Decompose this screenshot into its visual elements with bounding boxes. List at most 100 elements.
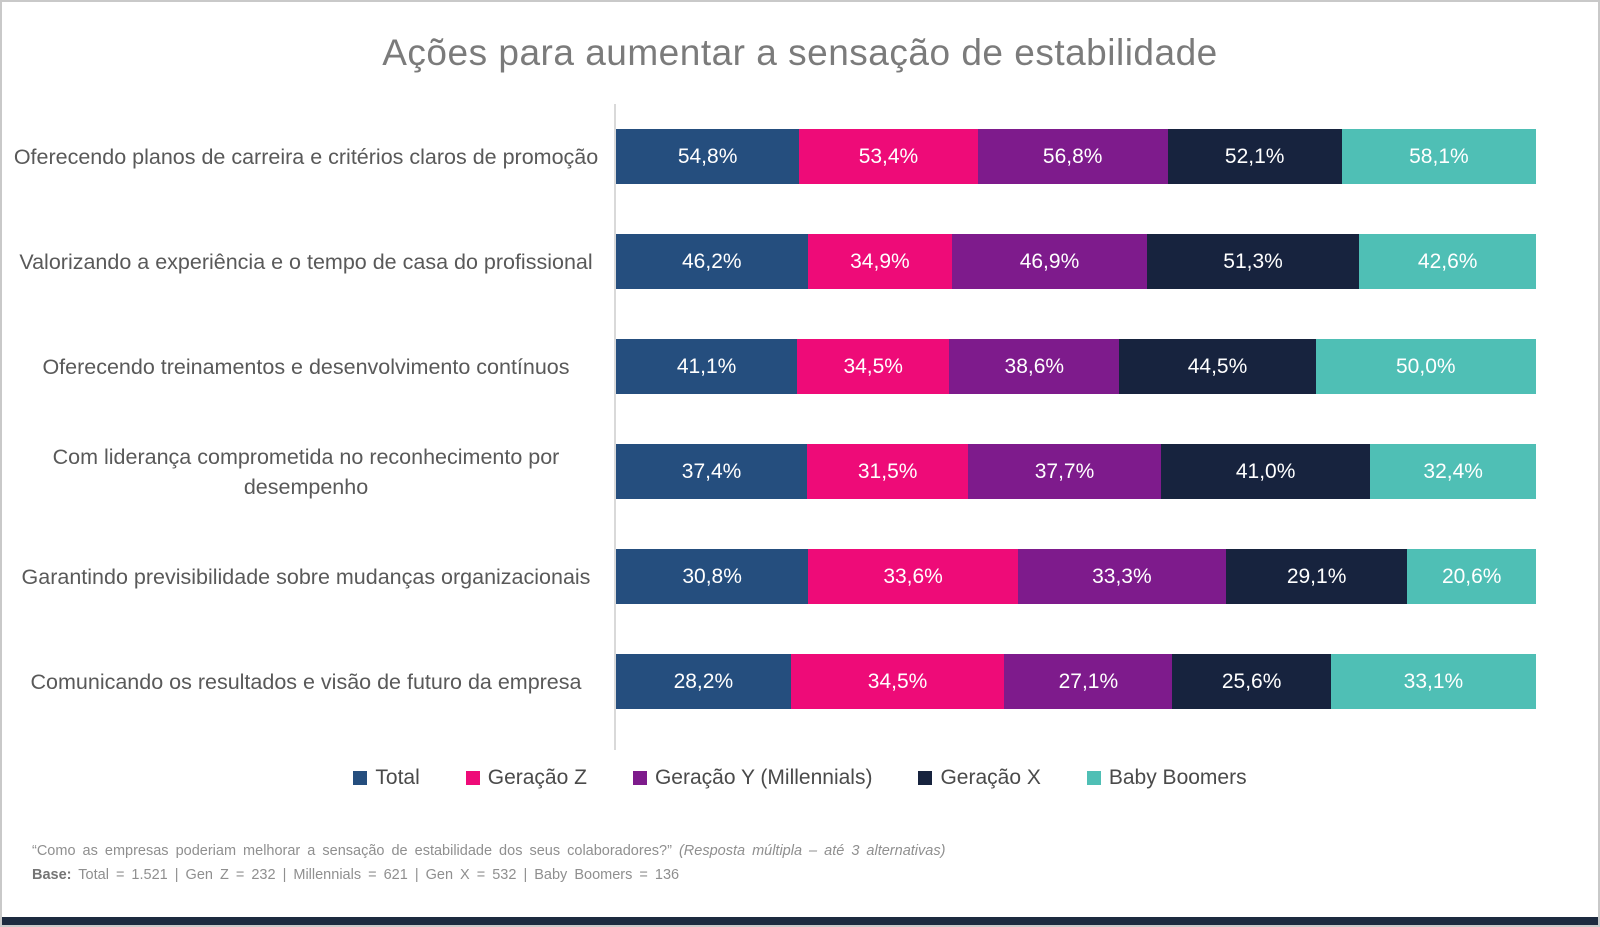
legend-item-gera-o-z: Geração Z <box>465 766 587 790</box>
category-row: Valorizando a experiência e o tempo de c… <box>2 209 1598 314</box>
chart-title: Ações para aumentar a sensação de estabi… <box>382 32 1218 73</box>
category-row: Garantindo previsibilidade sobre mudança… <box>2 524 1598 629</box>
stacked-bar: 30,8% 33,6% 33,3% 29,1% 20,6% <box>616 549 1536 604</box>
bar-value-label: 30,8% <box>682 564 742 588</box>
bar-segment-gera-o-x: 51,3% <box>1146 234 1360 289</box>
row-bar-area: 28,2% 34,5% 27,1% 25,6% 33,1% <box>614 629 1598 734</box>
bar-segment-baby-boomers: 58,1% <box>1341 129 1537 184</box>
bar-value-label: 42,6% <box>1417 249 1478 273</box>
stacked-bar: 46,2% 34,9% 46,9% 51,3% 42,6% <box>616 234 1537 289</box>
category-label: Com liderança comprometida no reconhecim… <box>52 444 560 499</box>
bar-value-label: 34,5% <box>843 354 903 378</box>
bar-segment-gera-o-z: 34,9% <box>807 234 953 289</box>
bar-value-label: 32,4% <box>1423 459 1483 483</box>
bar-value-label: 54,8% <box>677 144 738 168</box>
legend: Total Geração Z Geração Y (Millennials) Ger… <box>2 766 1598 790</box>
bar-segment-gera-o-y-millennials: 46,9% <box>952 234 1147 289</box>
legend-label: Geração X <box>940 766 1041 789</box>
legend-item-total: Total <box>353 766 420 790</box>
bar-segment-gera-o-y-millennials: 56,8% <box>977 129 1168 184</box>
legend-label: Geração Y (Millennials) <box>654 766 873 789</box>
bar-segment-total: 41,1% <box>616 339 798 394</box>
bar-value-label: 46,2% <box>682 249 742 273</box>
category-label: Oferecendo planos de carreira e critério… <box>13 144 599 169</box>
bar-value-label: 33,1% <box>1403 669 1464 693</box>
bar-value-label: 20,6% <box>1441 564 1502 588</box>
bar-segment-gera-o-z: 33,6% <box>808 549 1018 604</box>
bar-value-label: 56,8% <box>1042 144 1103 168</box>
row-bar-area: 30,8% 33,6% 33,3% 29,1% 20,6% <box>614 524 1598 629</box>
row-bar-area: 41,1% 34,5% 38,6% 44,5% 50,0% <box>614 314 1598 419</box>
bar-segment-gera-o-x: 52,1% <box>1167 129 1342 184</box>
stacked-bar: 54,8% 53,4% 56,8% 52,1% 58,1% <box>616 129 1537 184</box>
footnote-question-line: “Como as empresas poderiam melhorar a se… <box>32 839 945 863</box>
legend-marker-icon <box>632 771 647 785</box>
bar-segment-gera-o-z: 53,4% <box>799 129 978 184</box>
bar-value-label: 38,6% <box>1004 354 1065 378</box>
row-bar-area: 46,2% 34,9% 46,9% 51,3% 42,6% <box>614 209 1598 314</box>
bar-value-label: 25,6% <box>1221 669 1282 693</box>
category-label: Garantindo previsibilidade sobre mudança… <box>21 564 591 589</box>
stacked-bar: 28,2% 34,5% 27,1% 25,6% 33,1% <box>616 654 1536 709</box>
legend-marker-icon <box>353 771 368 785</box>
footnote-base-line: Base: Total = 1.521 | Gen Z = 232 | Mill… <box>32 863 945 887</box>
legend-marker-icon <box>918 771 933 785</box>
bar-value-label: 28,2% <box>673 669 734 693</box>
stacked-bar: 41,1% 34,5% 38,6% 44,5% 50,0% <box>616 339 1536 394</box>
base-text: Total = 1.521 | Gen Z = 232 | Millennial… <box>78 867 680 883</box>
bar-segment-baby-boomers: 42,6% <box>1359 234 1537 289</box>
bar-segment-gera-o-y-millennials: 27,1% <box>1004 654 1173 709</box>
bar-segment-total: 54,8% <box>616 129 800 184</box>
legend-label: Geração Z <box>487 766 587 789</box>
bar-value-label: 53,4% <box>858 144 919 168</box>
footnotes: “Como as empresas poderiam melhorar a se… <box>32 839 945 887</box>
bar-value-label: 33,6% <box>883 564 943 588</box>
legend-marker-icon <box>1086 771 1101 785</box>
chart-rows: Oferecendo planos de carreira e critério… <box>2 104 1598 734</box>
bar-segment-gera-o-y-millennials: 37,7% <box>968 444 1161 499</box>
category-row: Oferecendo planos de carreira e critério… <box>2 104 1598 209</box>
bar-value-label: 34,9% <box>850 249 910 273</box>
category-row: Oferecendo treinamentos e desenvolviment… <box>2 314 1598 419</box>
base-label: Base: <box>32 867 72 883</box>
bar-segment-total: 46,2% <box>616 234 808 289</box>
category-row: Com liderança comprometida no reconhecim… <box>2 419 1598 524</box>
bar-chart: Oferecendo planos de carreira e critério… <box>2 104 1598 750</box>
category-label: Valorizando a experiência e o tempo de c… <box>19 249 593 274</box>
bottom-accent-strip <box>2 917 1598 925</box>
bar-segment-baby-boomers: 50,0% <box>1315 339 1536 394</box>
footnote-note: (Resposta múltipla – até 3 alternativas) <box>678 843 946 859</box>
footnote-question: “Como as empresas poderiam melhorar a se… <box>32 843 672 859</box>
axis-line-tail <box>614 734 616 750</box>
bar-value-label: 34,5% <box>867 669 928 693</box>
bar-segment-baby-boomers: 32,4% <box>1370 444 1536 499</box>
category-label: Comunicando os resultados e visão de fut… <box>30 669 582 694</box>
bar-segment-gera-o-z: 34,5% <box>797 339 950 394</box>
bar-segment-gera-o-z: 34,5% <box>790 654 1005 709</box>
legend-label: Total <box>375 766 420 789</box>
bar-segment-gera-o-x: 25,6% <box>1172 654 1331 709</box>
bar-value-label: 46,9% <box>1019 249 1080 273</box>
legend-label: Baby Boomers <box>1108 766 1247 789</box>
bar-segment-gera-o-x: 41,0% <box>1160 444 1371 499</box>
legend-item-baby-boomers: Baby Boomers <box>1086 766 1247 790</box>
legend-item-gera-o-y-millennials: Geração Y (Millennials) <box>632 766 873 790</box>
bar-value-label: 29,1% <box>1286 564 1347 588</box>
stacked-bar: 37,4% 31,5% 37,7% 41,0% 32,4% <box>616 444 1536 499</box>
bar-segment-baby-boomers: 33,1% <box>1330 654 1536 709</box>
bar-value-label: 51,3% <box>1223 249 1283 273</box>
bar-segment-gera-o-x: 44,5% <box>1119 339 1316 394</box>
bar-segment-gera-o-z: 31,5% <box>807 444 969 499</box>
bar-segment-gera-o-y-millennials: 33,3% <box>1017 549 1226 604</box>
row-bar-area: 37,4% 31,5% 37,7% 41,0% 32,4% <box>614 419 1598 524</box>
bar-segment-total: 37,4% <box>616 444 808 499</box>
row-bar-area: 54,8% 53,4% 56,8% 52,1% 58,1% <box>614 104 1598 209</box>
bar-value-label: 27,1% <box>1058 669 1119 693</box>
bar-segment-total: 30,8% <box>616 549 809 604</box>
bar-value-label: 41,0% <box>1235 459 1296 483</box>
bar-value-label: 50,0% <box>1396 354 1456 378</box>
bar-value-label: 58,1% <box>1409 144 1469 168</box>
bar-segment-gera-o-x: 29,1% <box>1225 549 1408 604</box>
bar-value-label: 44,5% <box>1187 354 1248 378</box>
